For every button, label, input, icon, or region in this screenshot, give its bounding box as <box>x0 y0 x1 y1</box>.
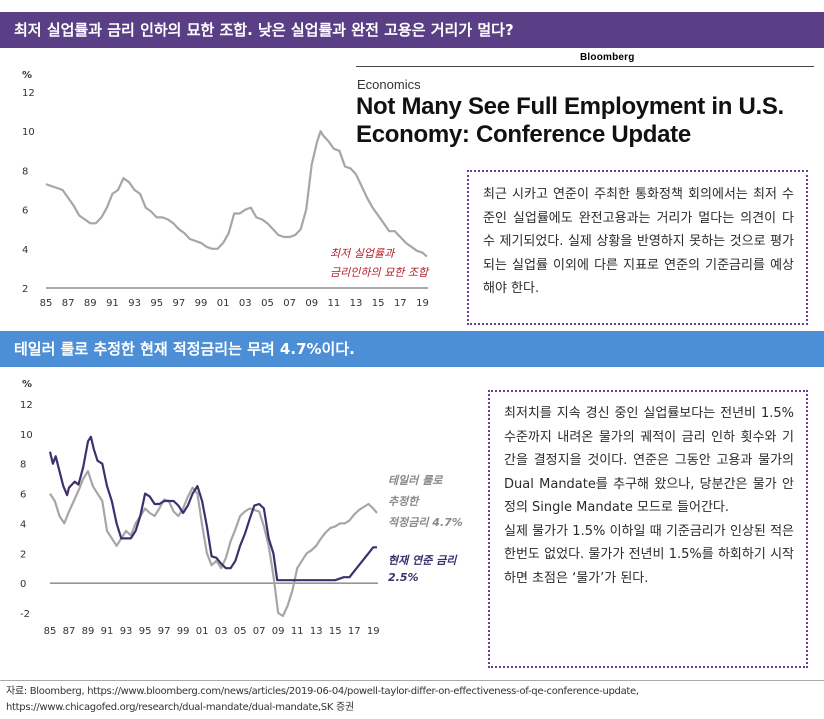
chart2-ytick-label: 10 <box>20 430 33 441</box>
taylor-rule-annotation: 테일러 룰로 추정한 적정금리 4.7% <box>388 470 488 533</box>
chart1-xtick-label: 13 <box>350 298 363 309</box>
taylor-annotation-line3: 적정금리 4.7% <box>388 516 463 529</box>
chart1-xtick-label: 99 <box>195 298 208 309</box>
chart1-series-line-1 <box>45 130 428 258</box>
bottom-commentary-box: 최저치를 지속 경신 중인 실업률보다는 전년비 1.5% 수준까지 내려온 물… <box>488 390 808 668</box>
chart2-xtick-label: 99 <box>177 626 190 637</box>
chart2-series-line-2 <box>48 435 377 582</box>
news-section-label: Economics <box>357 77 421 92</box>
news-divider <box>356 66 814 67</box>
chart2-ytick-label: 12 <box>20 400 33 411</box>
fed-annotation-line2: 2.5% <box>388 571 419 584</box>
chart1-unit-label: % <box>22 70 32 81</box>
chart2-xtick-label: 91 <box>101 626 114 637</box>
source-divider <box>0 680 824 681</box>
chart2-xtick-label: 19 <box>367 626 380 637</box>
chart2-xtick-label: 05 <box>234 626 247 637</box>
chart1-ytick-label: 12 <box>22 88 35 99</box>
chart2-xtick-label: 09 <box>272 626 285 637</box>
chart1-xtick-label: 15 <box>372 298 385 309</box>
chart1-xtick-label: 85 <box>40 298 53 309</box>
source-line-2: https://www.chicagofed.org/research/dual… <box>6 702 354 713</box>
chart1-xtick-label: 95 <box>150 298 163 309</box>
chart2-ytick-label: 8 <box>20 460 26 471</box>
chart2-xtick-label: 11 <box>291 626 304 637</box>
chart2-xtick-label: 15 <box>329 626 342 637</box>
chart2-xtick-label: 03 <box>215 626 228 637</box>
middle-banner: 테일러 룰로 추정한 현재 적정금리는 무려 4.7%이다. <box>0 331 824 367</box>
chart2-series-line-1 <box>49 470 378 618</box>
chart2-xtick-label: 01 <box>196 626 209 637</box>
chart1-xtick-label: 19 <box>416 298 429 309</box>
bottom-commentary-paragraph-1: 최저치를 지속 경신 중인 실업률보다는 전년비 1.5% 수준까지 내려온 물… <box>504 406 794 515</box>
chart1-xtick-label: 07 <box>283 298 296 309</box>
chart1-ytick-label: 4 <box>22 245 28 256</box>
chart1-xtick-label: 09 <box>305 298 318 309</box>
chart1-annotation: 최저 실업률과 금리인하의 묘한 조합 <box>330 244 450 282</box>
chart2-ytick-label: 6 <box>20 490 26 501</box>
chart2-xtick-label: 89 <box>82 626 95 637</box>
chart2-ytick-label: -2 <box>20 609 30 620</box>
bloomberg-logo: Bloomberg <box>580 52 635 63</box>
chart2-ytick-label: 0 <box>20 579 26 590</box>
chart2-unit-label: % <box>22 379 32 390</box>
chart2-ytick-label: 2 <box>20 549 26 560</box>
chart1-ytick-label: 6 <box>22 206 28 217</box>
news-headline: Not Many See Full Employment in U.S. Eco… <box>356 93 784 148</box>
chart2-xtick-label: 87 <box>63 626 76 637</box>
chart2-ytick-label: 4 <box>20 519 26 530</box>
chart1-xtick-label: 97 <box>173 298 186 309</box>
taylor-annotation-line1: 테일러 룰로 <box>388 474 443 487</box>
source-note: 자료: Bloomberg, https://www.bloomberg.com… <box>6 684 818 716</box>
chart2-xtick-label: 95 <box>139 626 152 637</box>
chart1-xtick-label: 89 <box>84 298 97 309</box>
fed-annotation-line1: 현재 연준 금리 <box>388 554 457 567</box>
source-line-1: 자료: Bloomberg, https://www.bloomberg.com… <box>6 686 639 697</box>
chart1-xtick-label: 05 <box>261 298 274 309</box>
chart2-xtick-label: 17 <box>348 626 361 637</box>
chart1-ytick-label: 10 <box>22 127 35 138</box>
unemployment-line-chart: % 2 4 6 8 10 12 85 87 89 91 93 95 97 99 01 03 05 07 09 11 13 1… <box>22 70 429 309</box>
chart1-xtick-label: 11 <box>328 298 341 309</box>
fed-rate-annotation: 현재 연준 금리 2.5% <box>388 552 488 586</box>
chart2-xtick-label: 97 <box>158 626 171 637</box>
bottom-commentary-paragraph-2: 실제 물가가 1.5% 이하일 때 기준금리가 인상된 적은 한번도 없었다. … <box>504 523 794 586</box>
chart2-xtick-label: 85 <box>44 626 57 637</box>
chart2-xtick-label: 07 <box>253 626 266 637</box>
chart2-xtick-label: 13 <box>310 626 323 637</box>
top-banner: 최저 실업률과 금리 인하의 묘한 조합. 낮은 실업률과 완전 고용은 거리가… <box>0 12 824 48</box>
top-commentary-text: 최근 시카고 연준이 주최한 통화정책 회의에서는 최저 수준인 실업률에도 완… <box>483 187 794 296</box>
chart1-ytick-label: 8 <box>22 166 28 177</box>
chart1-annotation-line2: 금리인하의 묘한 조합 <box>330 266 429 279</box>
chart1-xtick-label: 01 <box>217 298 230 309</box>
taylor-rule-line-chart: % -2 0 2 4 6 8 10 12 85 87 89 91 93 95 97 99 01 03 05 07 09 11… <box>20 379 380 637</box>
top-commentary-box: 최근 시카고 연준이 주최한 통화정책 회의에서는 최저 수준인 실업률에도 완… <box>467 170 808 325</box>
chart1-xtick-label: 03 <box>239 298 252 309</box>
chart1-xtick-label: 87 <box>62 298 75 309</box>
chart2-xtick-label: 93 <box>120 626 133 637</box>
chart1-xtick-label: 91 <box>106 298 119 309</box>
chart1-annotation-line1: 최저 실업률과 <box>330 247 395 260</box>
chart1-xtick-label: 17 <box>394 298 407 309</box>
taylor-annotation-line2: 추정한 <box>388 495 419 508</box>
chart1-ytick-label: 2 <box>22 284 28 295</box>
chart1-xtick-label: 93 <box>128 298 141 309</box>
